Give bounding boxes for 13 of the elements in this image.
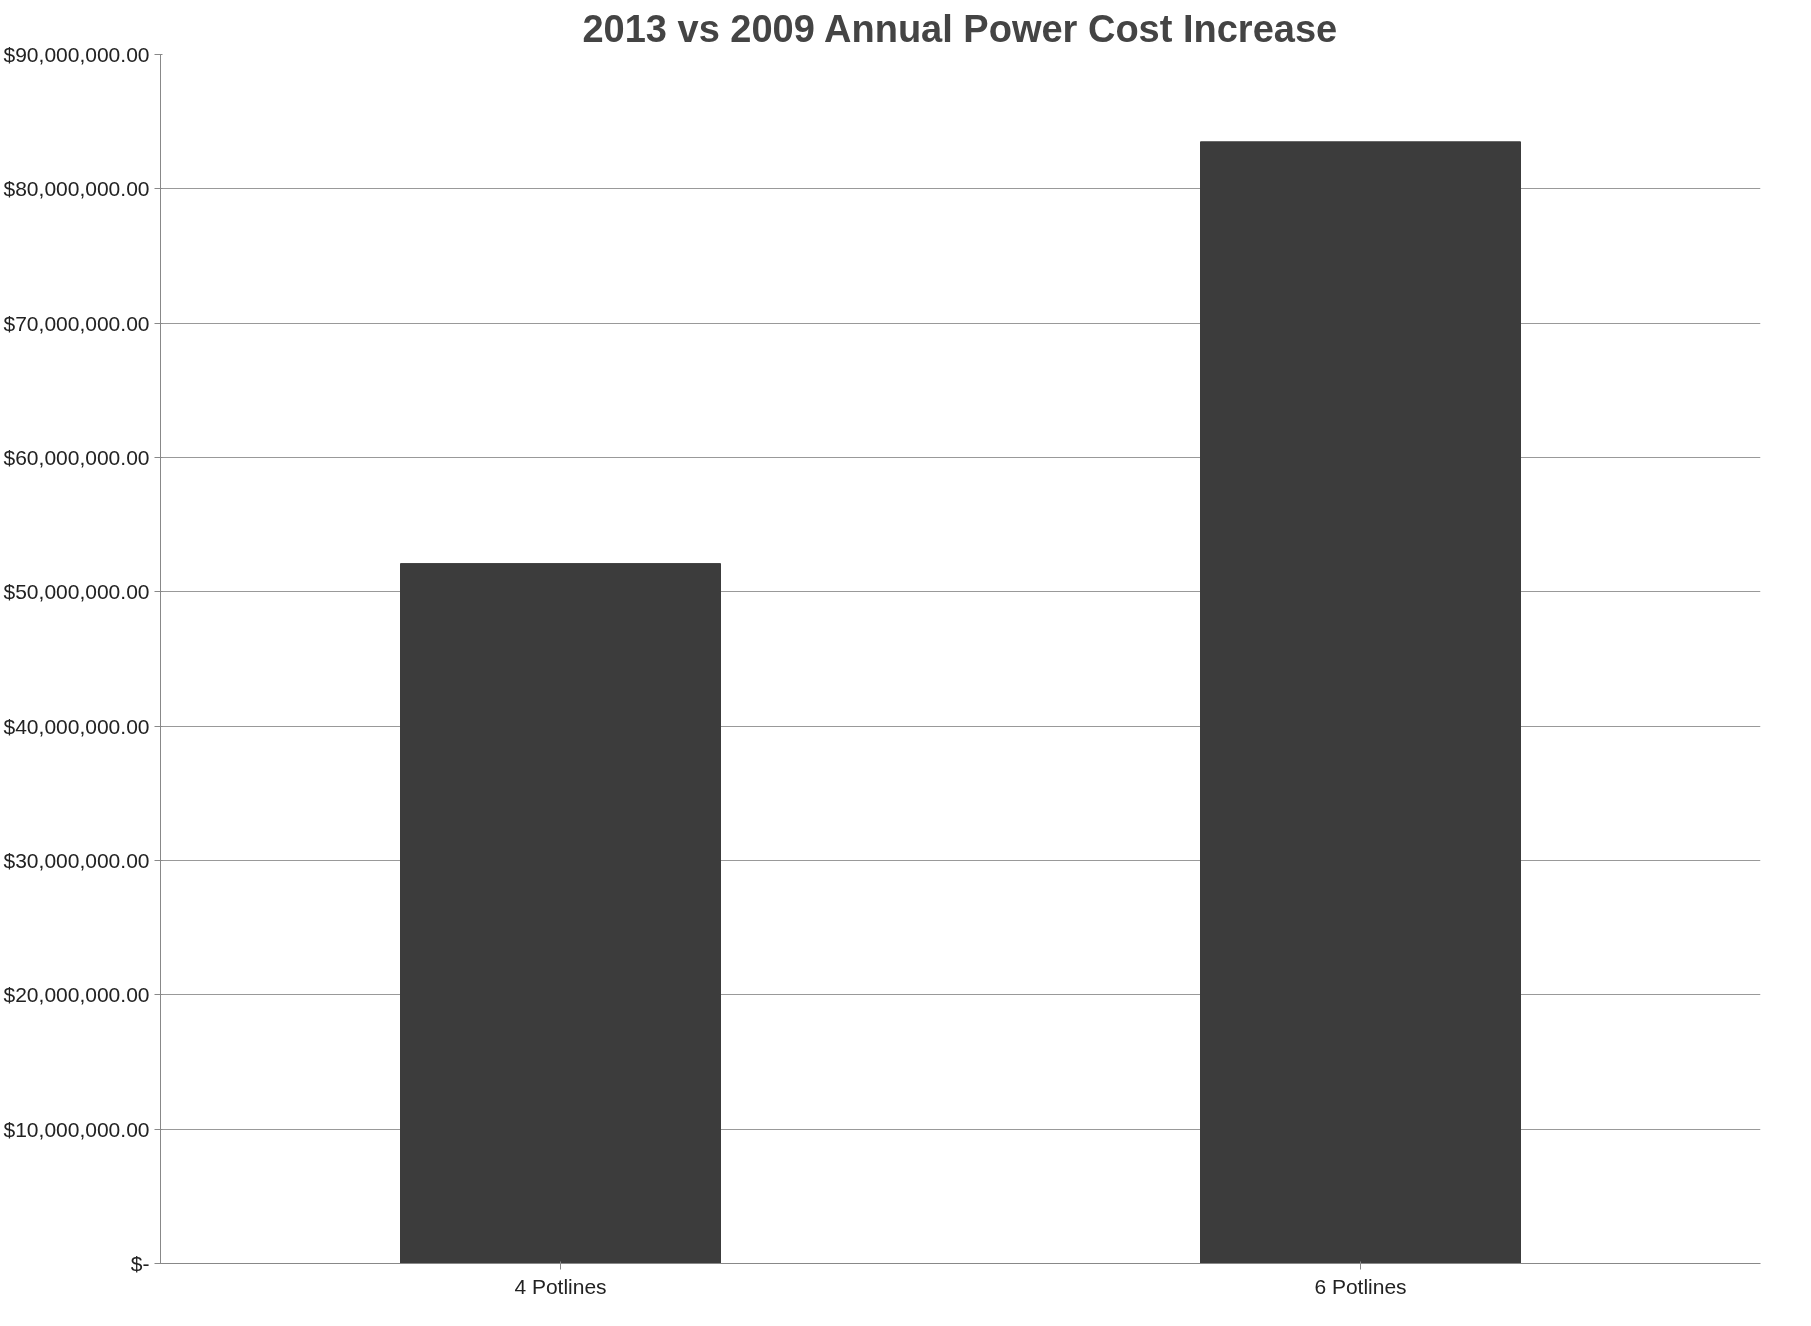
y-tick-label: $60,000,000.00: [3, 446, 150, 469]
y-tick-label: $50,000,000.00: [3, 580, 150, 604]
y-tick-label: $70,000,000.00: [3, 311, 150, 335]
y-tick-label: $-: [130, 1252, 150, 1275]
y-tick-label: $30,000,000.00: [3, 849, 150, 872]
y-tick-label: $80,000,000.00: [3, 177, 150, 201]
y-tick-label: $90,000,000.00: [3, 43, 150, 66]
x-tick-label: 6 Potlines: [1314, 1274, 1407, 1298]
x-tick-label: 4 Potlines: [514, 1274, 607, 1298]
y-tick-label: $40,000,000.00: [3, 714, 150, 738]
y-tick-label: $10,000,000.00: [3, 1117, 150, 1141]
y-tick-label: $20,000,000.00: [3, 983, 150, 1007]
chart-title: 2013 vs 2009 Annual Power Cost Increase: [582, 7, 1338, 50]
